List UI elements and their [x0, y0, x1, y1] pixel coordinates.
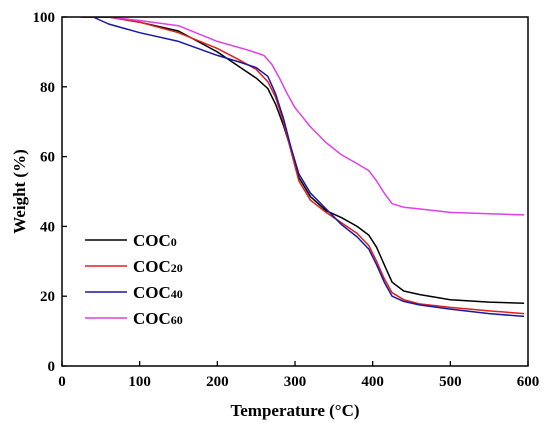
y-tick-label: 60 [40, 150, 55, 166]
x-tick-label: 500 [439, 374, 462, 390]
legend-item-coc20: COC20 [85, 257, 183, 276]
y-tick-label: 20 [40, 289, 55, 305]
plot-frame [61, 16, 529, 367]
x-tick-label: 0 [58, 374, 66, 390]
x-axis-title: Temperature (°C) [230, 401, 359, 420]
y-tick-label: 80 [40, 80, 55, 96]
x-tick-label: 300 [284, 374, 307, 390]
legend-label: COC60 [133, 309, 183, 328]
legend-label: COC0 [133, 231, 177, 250]
x-tick-label: 200 [206, 374, 229, 390]
legend-label: COC40 [133, 283, 183, 302]
y-tick-label: 40 [40, 219, 55, 235]
y-axis-title: Weight (%) [10, 149, 29, 234]
legend-item-coc60: COC60 [85, 309, 183, 328]
x-tick-label: 600 [517, 374, 540, 390]
legend: COC0 COC20 COC40 COC60 [85, 231, 183, 328]
legend-item-coc40: COC40 [85, 283, 183, 302]
axis-ticks: 0 100 200 300 400 500 600 0 20 40 60 80 100 [33, 10, 540, 390]
y-tick-label: 100 [33, 10, 56, 26]
series-line-coc20 [81, 17, 525, 315]
series-line-coc0 [81, 17, 525, 304]
x-tick-label: 100 [128, 374, 151, 390]
legend-label: COC20 [133, 257, 183, 276]
plot-area [81, 17, 525, 318]
legend-item-coc0: COC0 [85, 231, 177, 250]
x-tick-label: 400 [361, 374, 384, 390]
series-line-coc60 [81, 17, 525, 216]
y-tick-label: 0 [48, 359, 56, 375]
series-line-coc40 [81, 17, 525, 318]
